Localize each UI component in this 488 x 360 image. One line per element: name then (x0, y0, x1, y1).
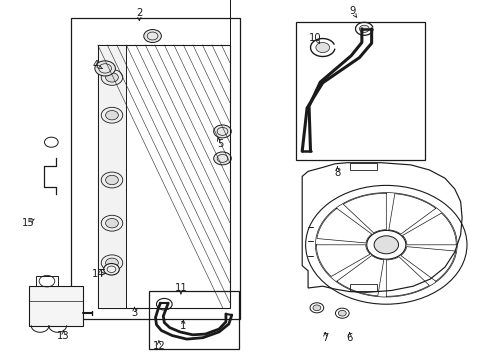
Circle shape (359, 25, 368, 32)
Circle shape (105, 175, 118, 185)
Text: 12: 12 (152, 341, 165, 351)
Circle shape (103, 264, 119, 275)
Text: 9: 9 (348, 6, 355, 16)
Circle shape (101, 69, 122, 85)
Circle shape (213, 152, 231, 165)
Text: 3: 3 (131, 308, 137, 318)
Circle shape (105, 111, 118, 120)
Bar (71, 18, 239, 319)
Circle shape (105, 73, 118, 82)
Text: 5: 5 (216, 139, 223, 149)
Bar (29, 286, 83, 326)
Circle shape (95, 61, 115, 76)
Bar (295, 22, 425, 160)
Bar (149, 291, 238, 349)
Text: 11: 11 (174, 283, 187, 293)
Text: 4: 4 (92, 60, 98, 70)
Circle shape (101, 255, 122, 271)
Circle shape (105, 258, 118, 267)
Circle shape (373, 236, 398, 254)
Text: 6: 6 (346, 333, 352, 343)
Text: 13: 13 (57, 330, 70, 341)
Circle shape (101, 172, 122, 188)
Circle shape (105, 219, 118, 228)
Bar (349, 284, 376, 291)
Circle shape (312, 305, 320, 311)
Circle shape (213, 125, 231, 138)
Circle shape (315, 42, 329, 53)
Circle shape (101, 215, 122, 231)
Text: 7: 7 (321, 333, 328, 343)
Bar (36, 276, 58, 286)
Text: 2: 2 (136, 8, 142, 18)
Text: 14: 14 (91, 269, 104, 279)
Bar (98, 45, 229, 308)
Text: 8: 8 (334, 168, 340, 178)
Text: 15: 15 (22, 218, 35, 228)
Bar (98, 45, 126, 308)
Text: 10: 10 (308, 33, 321, 43)
Circle shape (338, 310, 346, 316)
Circle shape (101, 107, 122, 123)
Bar (349, 163, 376, 170)
Circle shape (143, 30, 161, 42)
Text: 1: 1 (180, 321, 186, 331)
